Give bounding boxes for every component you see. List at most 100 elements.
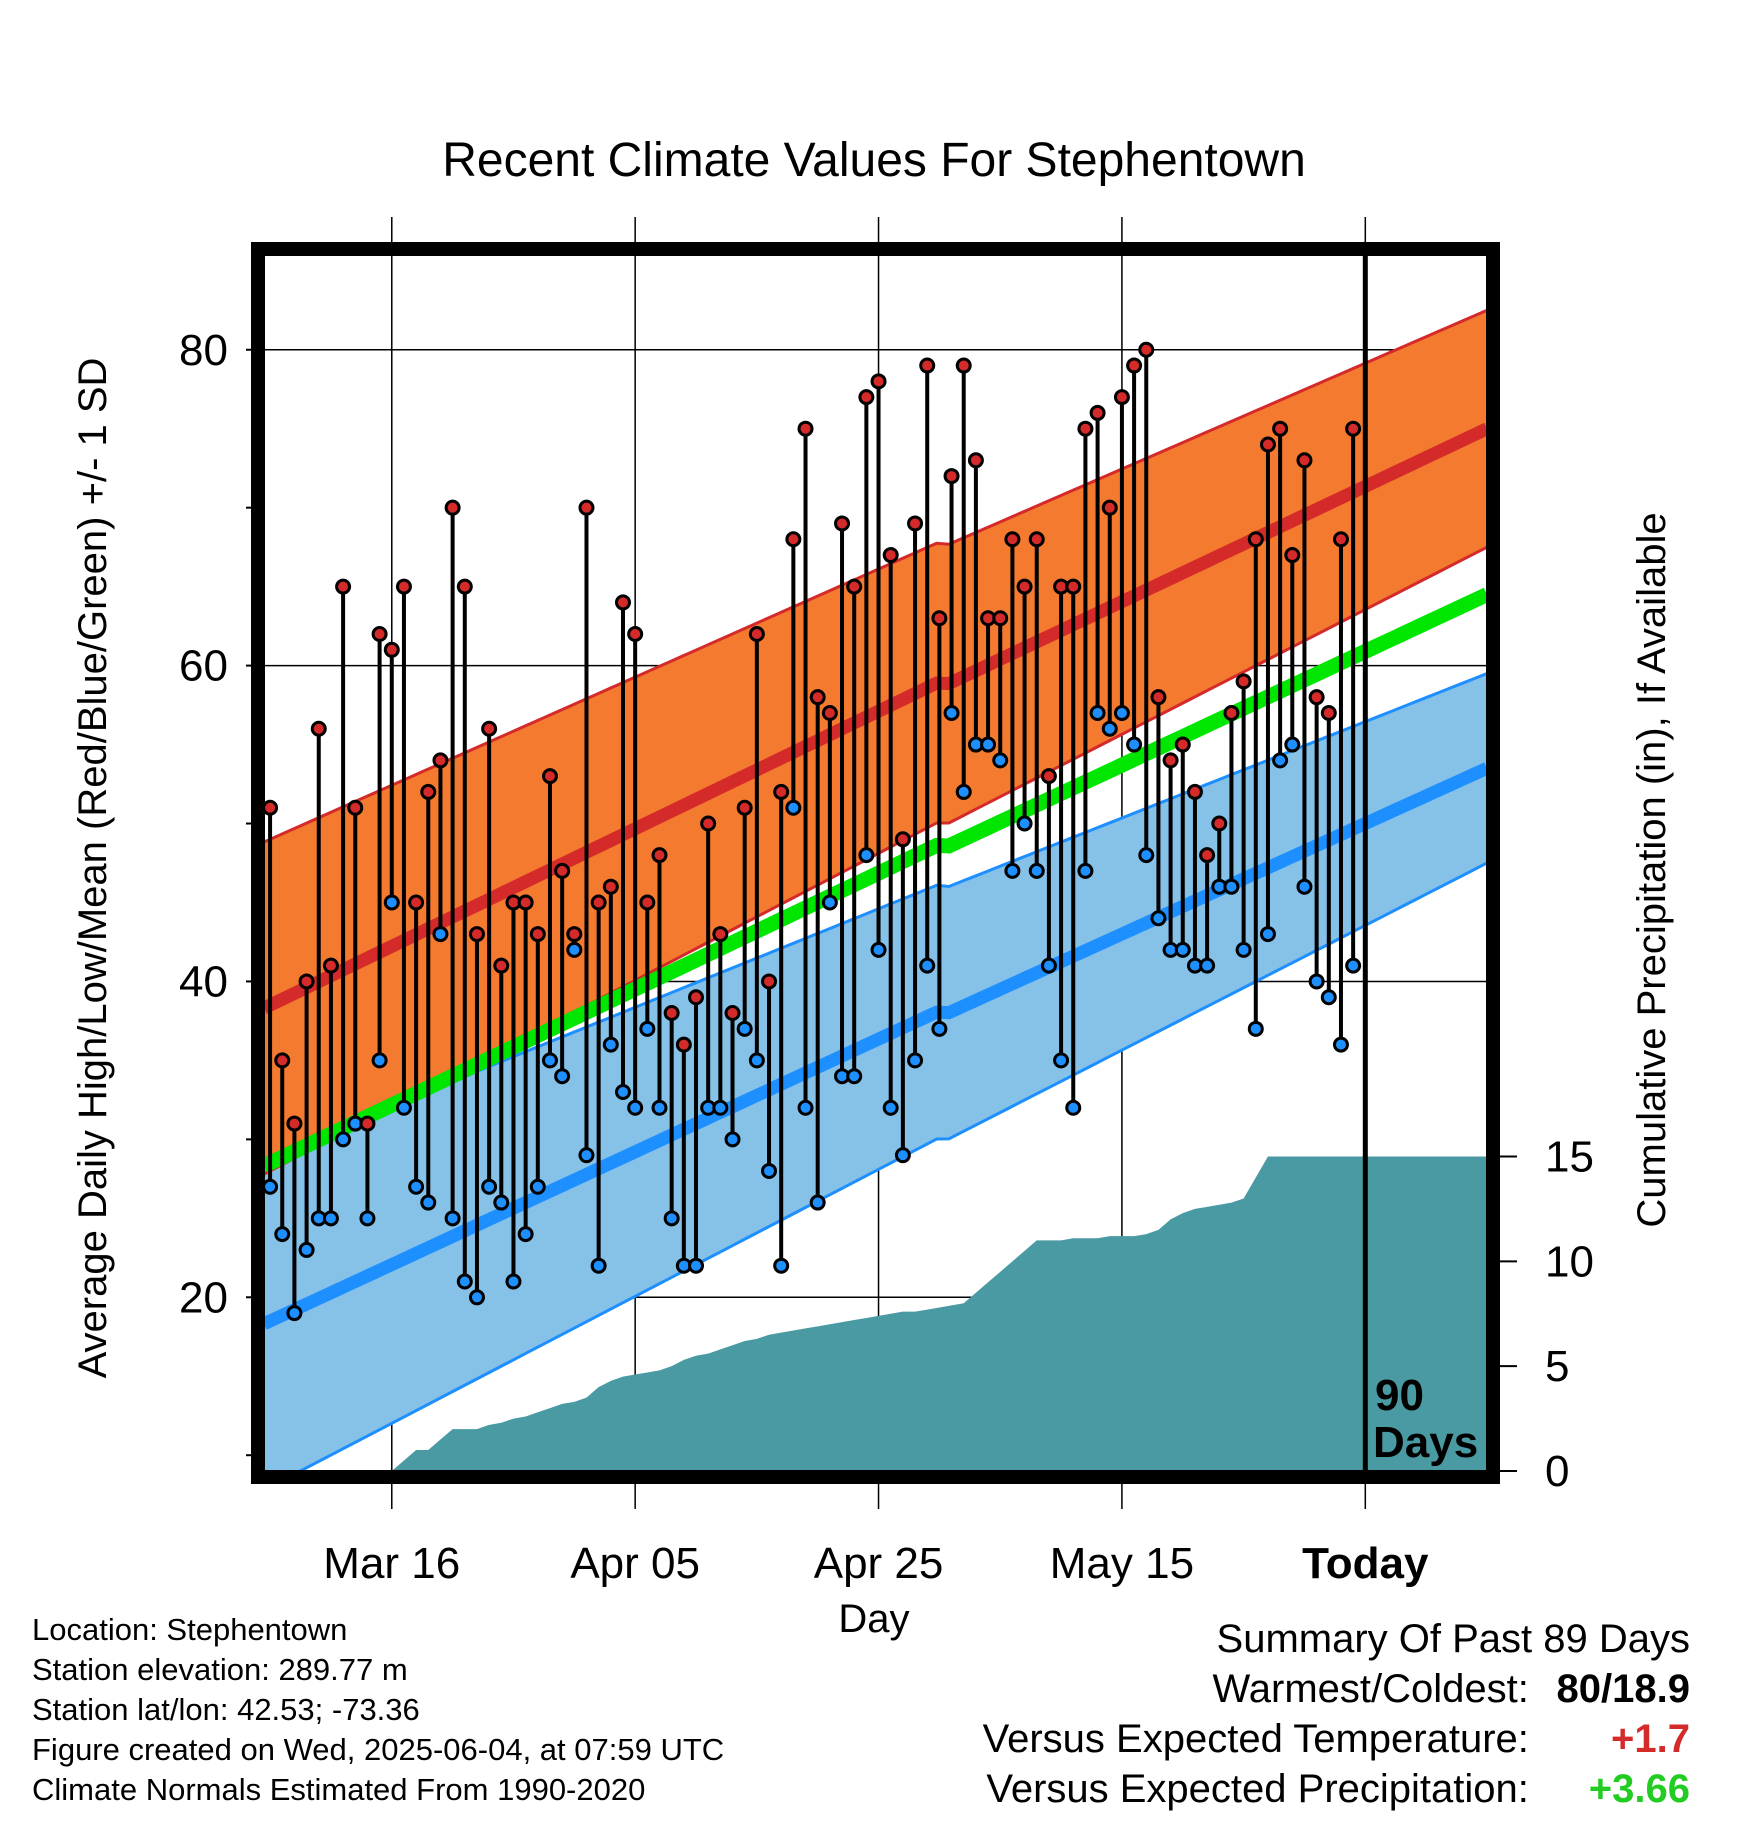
daily-low-point [858, 847, 875, 864]
daily-low-point [907, 1052, 924, 1069]
station-info: Location: Stephentown Station elevation:… [32, 1610, 724, 1810]
daily-low-point [785, 799, 802, 816]
daily-high-point [1150, 689, 1167, 706]
daily-high-point [882, 547, 899, 564]
daily-high-point [408, 894, 425, 911]
daily-low-point [286, 1305, 303, 1322]
daily-high-point [444, 499, 461, 516]
daily-high-point [420, 783, 437, 800]
daily-high-point [809, 689, 826, 706]
daily-low-point [1126, 736, 1143, 753]
daily-low-point [931, 1020, 948, 1037]
daily-low-point [322, 1210, 339, 1227]
daily-high-point [1235, 673, 1252, 690]
daily-high-point [651, 847, 668, 864]
daily-low-point [1296, 878, 1313, 895]
today-marker-label-1: 90 [1375, 1371, 1424, 1420]
daily-low-point [578, 1147, 595, 1164]
daily-low-point [1223, 878, 1240, 895]
daily-low-point [992, 752, 1009, 769]
daily-low-point [870, 941, 887, 958]
daily-high-point [894, 831, 911, 848]
high-sd-upper-edge [264, 308, 1487, 844]
daily-high-point [517, 894, 534, 911]
daily-low-point [1174, 941, 1191, 958]
daily-low-point [1028, 862, 1045, 879]
precip-anomaly-label: Versus Expected Precipitation: [986, 1767, 1529, 1811]
daily-low-point [761, 1162, 778, 1179]
daily-low-point [809, 1194, 826, 1211]
daily-low-point [688, 1257, 705, 1274]
daily-low-point [955, 783, 972, 800]
daily-low-point [894, 1147, 911, 1164]
daily-high-point [1004, 531, 1021, 548]
daily-high-point [1247, 531, 1264, 548]
daily-high-point [943, 468, 960, 485]
daily-high-point [1028, 531, 1045, 548]
daily-low-point [1053, 1052, 1070, 1069]
daily-high-point [761, 973, 778, 990]
daily-high-point [663, 1005, 680, 1022]
daily-low-point [1101, 720, 1118, 737]
daily-high-point [1040, 768, 1057, 785]
daily-high-point [310, 720, 327, 737]
daily-high-point [432, 752, 449, 769]
daily-low-point [1320, 989, 1337, 1006]
y-tick-label: 40 [179, 957, 228, 1006]
daily-high-point [481, 720, 498, 737]
daily-high-point [371, 626, 388, 643]
daily-high-point [627, 626, 644, 643]
daily-low-point [602, 1036, 619, 1053]
daily-high-point [264, 799, 279, 816]
daily-high-point [335, 578, 352, 595]
daily-low-point [274, 1226, 291, 1243]
daily-low-point [1345, 957, 1362, 974]
daily-high-point [493, 957, 510, 974]
daily-range-bars [264, 341, 1362, 1322]
warm-cold-value: 80/18.9 [1556, 1667, 1690, 1711]
plot-border [251, 242, 1500, 1484]
daily-low-point [748, 1052, 765, 1069]
daily-low-point [432, 926, 449, 943]
precip-anomaly-value: +3.66 [1588, 1767, 1690, 1811]
summary-heading: Summary Of Past 89 Days [1216, 1617, 1690, 1661]
today-marker-label-2: Days [1373, 1418, 1478, 1467]
daily-low-point [1199, 957, 1216, 974]
daily-high-point [1016, 578, 1033, 595]
daily-high-point [773, 783, 790, 800]
daily-low-point [554, 1068, 571, 1085]
daily-low-point [481, 1178, 498, 1195]
daily-low-point [493, 1194, 510, 1211]
warm-cold-row: Warmest/Coldest: 80/18.9 [983, 1664, 1691, 1714]
daily-low-point [298, 1241, 315, 1258]
x-tick-label: May 15 [1050, 1539, 1194, 1588]
daily-high-point [1186, 783, 1203, 800]
daily-high-point [298, 973, 315, 990]
daily-high-point [748, 626, 765, 643]
daily-high-point [785, 531, 802, 548]
daily-low-point [724, 1131, 741, 1148]
daily-low-point [712, 1099, 729, 1116]
daily-low-point [444, 1210, 461, 1227]
daily-high-point [858, 389, 875, 406]
daily-low-point [1272, 752, 1289, 769]
axis-ticks: 20 40 60 80 0 5 10 15 Mar 16 Apr 05 Apr 25 May 15 To… [179, 326, 1594, 1588]
high-sd-band [264, 310, 1487, 1175]
daily-high-point [700, 815, 717, 832]
elevation-text: Station elevation: 289.77 m [32, 1652, 408, 1687]
low-sd-lower-edge [297, 861, 1487, 1471]
temp-anomaly-value: +1.7 [1611, 1717, 1690, 1761]
daily-low-point [639, 1020, 656, 1037]
y-axis-label: Average Daily High/Low/Mean (Red/Blue/Gr… [71, 358, 115, 1379]
y2-tick-label: 0 [1545, 1447, 1569, 1496]
created-text: Figure created on Wed, 2025-06-04, at 07… [32, 1732, 725, 1767]
daily-low-point [1259, 926, 1276, 943]
daily-high-point [1345, 420, 1362, 437]
daily-low-point [505, 1273, 522, 1290]
daily-high-point [1223, 704, 1240, 721]
daily-high-point [554, 862, 571, 879]
daily-high-point [541, 768, 558, 785]
daily-high-point [322, 957, 339, 974]
daily-low-point [359, 1210, 376, 1227]
